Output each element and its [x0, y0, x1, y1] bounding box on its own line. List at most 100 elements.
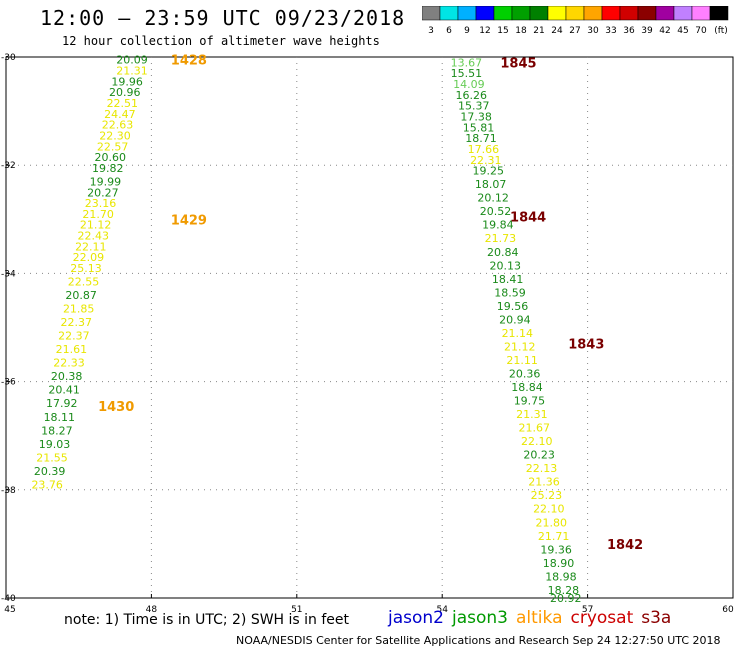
wave-height-value: 22.09 — [73, 251, 105, 264]
wave-height-value: 22.10 — [521, 435, 553, 448]
wave-height-value: 20.84 — [487, 246, 519, 259]
colorbar-label: 24 — [551, 26, 563, 36]
wave-height-value: 19.03 — [39, 438, 71, 451]
y-tick-label: -30 — [1, 53, 16, 63]
wave-height-value: 21.73 — [485, 232, 517, 245]
colorbar-swatch — [709, 6, 729, 21]
colorbar-label: 9 — [464, 26, 470, 36]
colorbar-label: 45 — [677, 26, 688, 36]
wave-height-value: 20.39 — [34, 465, 66, 478]
time-label: 1845 — [500, 56, 536, 71]
mission-legend-s3a: s3a — [641, 608, 672, 628]
wave-height-value: 18.71 — [465, 132, 497, 145]
wave-height-value: 20.09 — [116, 54, 148, 67]
wave-height-value: 18.59 — [494, 286, 526, 299]
chart-subtitle: 12 hour collection of altimeter wave hei… — [62, 34, 380, 48]
colorbar-label: 70 — [695, 26, 707, 36]
colorbar-label: 42 — [659, 26, 670, 36]
wave-height-value: 23.16 — [85, 197, 117, 210]
wave-height-value: 25.13 — [70, 262, 102, 275]
wave-height-value: 13.67 — [451, 56, 483, 69]
colorbar-label: 27 — [569, 26, 580, 36]
wave-height-value: 18.11 — [44, 411, 76, 424]
wave-height-value: 22.31 — [470, 154, 502, 167]
wave-height-value: 20.92 — [550, 592, 582, 605]
wave-height-value: 19.84 — [482, 219, 514, 232]
wave-height-value: 24.47 — [104, 108, 136, 121]
wave-height-value: 18.27 — [41, 424, 73, 437]
wave-height-value: 18.84 — [511, 381, 543, 394]
wave-height-value: 21.85 — [63, 303, 95, 316]
wave-height-value: 20.94 — [499, 313, 531, 326]
colorbar: 3 6 9 12 15 18 21 24 27 30 33 36 39 42 45 70 (ft) — [422, 6, 729, 36]
y-tick-label: -36 — [1, 378, 16, 388]
wave-height-value: 21.36 — [528, 476, 560, 489]
wave-height-value: 21.67 — [519, 422, 551, 435]
wave-height-value: 18.07 — [475, 178, 507, 191]
wave-height-value: 21.31 — [516, 408, 548, 421]
time-label: 1429 — [171, 213, 207, 228]
mission-legend: jason2 jason3 altika cryosat s3a — [388, 608, 679, 628]
colorbar-label: 33 — [605, 26, 616, 36]
wave-height-value: 18.90 — [543, 557, 575, 570]
wave-height-value: 20.12 — [477, 192, 509, 205]
wave-height-value: 15.51 — [451, 67, 483, 80]
wave-height-value: 17.66 — [468, 143, 500, 156]
mission-legend-jason2: jason2 — [388, 608, 444, 628]
wave-height-value: 19.75 — [514, 395, 546, 408]
y-tick-label: -34 — [1, 269, 16, 279]
time-label: 1844 — [510, 211, 546, 226]
x-tick-label: 60 — [722, 605, 734, 615]
wave-height-value: 18.28 — [548, 584, 580, 597]
colorbar-label: 18 — [515, 26, 527, 36]
wave-height-value: 22.30 — [99, 129, 131, 142]
wave-height-value: 21.71 — [538, 530, 570, 543]
wave-height-value: 21.14 — [502, 327, 534, 340]
wave-height-value: 22.13 — [526, 462, 558, 475]
x-tick-label: 57 — [582, 605, 593, 615]
wave-height-value: 21.70 — [82, 208, 114, 221]
wave-height-value: 19.36 — [540, 543, 572, 556]
colorbar-label: 36 — [623, 26, 635, 36]
colorbar-label: 30 — [587, 26, 599, 36]
wave-height-value: 22.10 — [533, 503, 565, 516]
mission-legend-altika: altika — [516, 608, 563, 628]
wave-height-value: 20.23 — [523, 449, 555, 462]
wave-height-value: 20.38 — [51, 370, 83, 383]
footer-note: note: 1) Time is in UTC; 2) SWH is in fe… — [64, 612, 350, 628]
colorbar-label: 21 — [533, 26, 544, 36]
wave-height-value: 17.38 — [460, 111, 492, 124]
wave-height-value: 14.09 — [453, 78, 485, 91]
wave-height-value: 22.43 — [77, 230, 109, 243]
wave-height-value: 22.37 — [61, 316, 93, 329]
footer-credit: NOAA/NESDIS Center for Satellite Applica… — [236, 634, 721, 647]
wave-height-value: 25.23 — [531, 489, 563, 502]
wave-height-value: 21.11 — [506, 354, 538, 367]
wave-height-value: 22.55 — [68, 276, 100, 289]
y-tick-label: -38 — [1, 486, 16, 496]
wave-height-value: 22.37 — [58, 330, 90, 343]
wave-height-value: 17.92 — [46, 397, 78, 410]
mission-legend-jason3: jason3 — [452, 608, 508, 628]
time-label: 1430 — [98, 400, 134, 415]
wave-height-value: 21.12 — [80, 219, 112, 232]
x-tick-label: 48 — [146, 605, 158, 615]
wave-height-value: 22.11 — [75, 240, 107, 253]
wave-height-value: 18.98 — [545, 570, 577, 583]
wave-height-value: 23.76 — [31, 478, 63, 491]
x-tick-label: 45 — [4, 605, 15, 615]
wave-height-value: 19.82 — [92, 162, 124, 175]
wave-height-value: 19.96 — [111, 75, 143, 88]
wave-height-value: 22.63 — [102, 119, 134, 132]
time-label: 1842 — [607, 538, 643, 553]
wave-height-value: 21.61 — [56, 343, 88, 356]
colorbar-label: 39 — [641, 26, 653, 36]
wave-height-value: 22.57 — [97, 140, 129, 153]
wave-height-value: 20.41 — [48, 384, 80, 397]
wave-height-value: 20.52 — [480, 205, 512, 218]
wave-height-value: 21.55 — [36, 451, 68, 464]
wave-height-value: 20.13 — [489, 259, 521, 272]
plot-frame — [5, 56, 734, 599]
wave-height-value: 20.36 — [509, 367, 541, 380]
